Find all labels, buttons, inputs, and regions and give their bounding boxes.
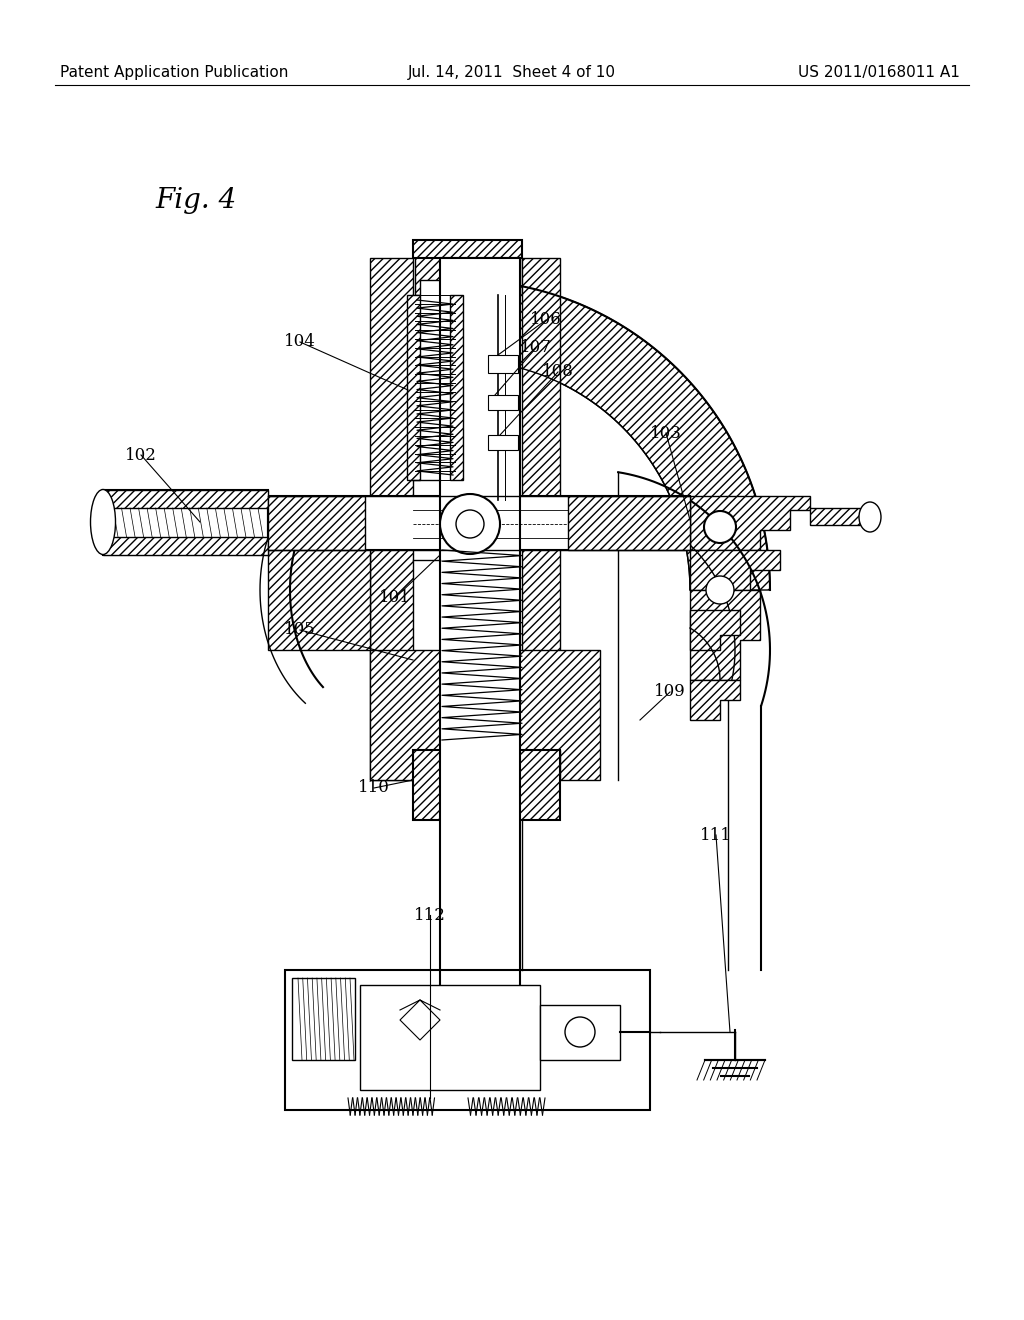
Polygon shape: [415, 252, 520, 294]
Polygon shape: [440, 257, 520, 1001]
Polygon shape: [460, 280, 770, 590]
Text: Fig. 4: Fig. 4: [155, 186, 237, 214]
Polygon shape: [810, 508, 860, 525]
Text: 106: 106: [530, 312, 562, 329]
Text: 103: 103: [650, 425, 682, 441]
Text: 105: 105: [284, 622, 315, 639]
Polygon shape: [103, 490, 268, 508]
Circle shape: [440, 494, 500, 554]
Polygon shape: [690, 680, 740, 719]
Polygon shape: [690, 590, 760, 680]
Polygon shape: [690, 496, 810, 550]
Polygon shape: [540, 1005, 620, 1060]
Polygon shape: [690, 550, 780, 590]
Polygon shape: [103, 537, 268, 554]
Polygon shape: [413, 750, 560, 820]
Polygon shape: [413, 240, 522, 257]
Polygon shape: [292, 978, 355, 1060]
Text: 107: 107: [520, 339, 552, 356]
Polygon shape: [407, 294, 420, 480]
Text: 102: 102: [125, 446, 157, 463]
Ellipse shape: [90, 490, 116, 554]
Polygon shape: [360, 985, 540, 1090]
Text: 108: 108: [542, 363, 573, 380]
Text: 101: 101: [379, 590, 411, 606]
Text: 111: 111: [700, 826, 732, 843]
Polygon shape: [522, 257, 560, 780]
Circle shape: [565, 1016, 595, 1047]
Circle shape: [456, 510, 484, 539]
Circle shape: [706, 576, 734, 605]
Bar: [488, 355, 518, 374]
Text: Patent Application Publication: Patent Application Publication: [60, 65, 289, 79]
Text: 104: 104: [284, 334, 316, 351]
Bar: [488, 395, 518, 411]
Text: US 2011/0168011 A1: US 2011/0168011 A1: [798, 65, 961, 79]
Polygon shape: [370, 649, 600, 780]
Ellipse shape: [859, 502, 881, 532]
Polygon shape: [268, 496, 365, 550]
Text: 109: 109: [654, 684, 686, 701]
Polygon shape: [690, 610, 740, 649]
Text: 110: 110: [358, 780, 390, 796]
Polygon shape: [568, 496, 690, 550]
Circle shape: [705, 511, 736, 543]
Polygon shape: [103, 490, 268, 554]
Bar: [488, 436, 518, 450]
Text: Jul. 14, 2011  Sheet 4 of 10: Jul. 14, 2011 Sheet 4 of 10: [408, 65, 616, 79]
Polygon shape: [450, 294, 463, 480]
Text: 112: 112: [414, 907, 445, 924]
Polygon shape: [268, 496, 690, 550]
Polygon shape: [370, 257, 413, 780]
Polygon shape: [268, 496, 370, 649]
